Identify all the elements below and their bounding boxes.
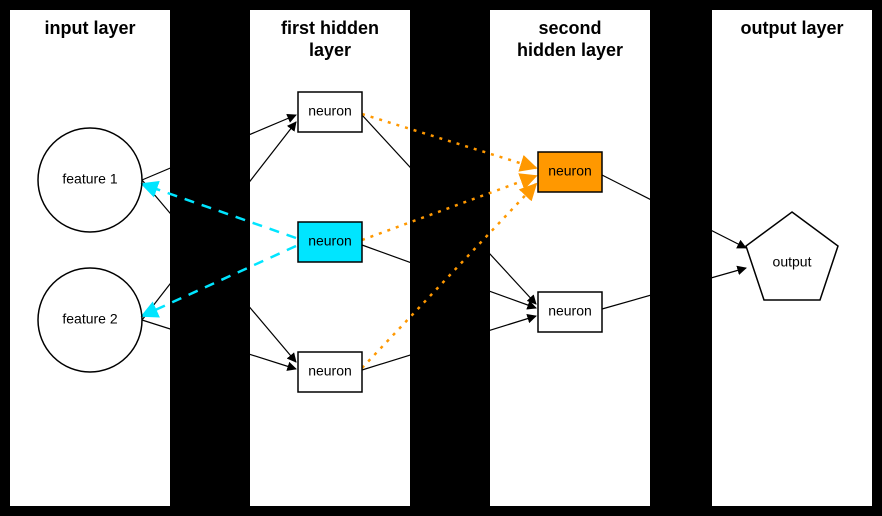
node-h2b: neuron [538,292,602,332]
label-h1a: neuron [308,103,352,119]
node-h1b: neuron [298,222,362,262]
panel-title-hidden1-l2: layer [309,40,351,60]
neural-network-diagram: input layer first hidden layer second hi… [0,0,882,516]
panel-title-hidden2-l1: second [538,18,601,38]
label-output: output [773,254,812,270]
label-h2a: neuron [548,163,592,179]
node-h1c: neuron [298,352,362,392]
label-h1b: neuron [308,233,352,249]
panel-title-output: output layer [740,18,843,38]
node-h2a: neuron [538,152,602,192]
edges [142,114,746,370]
panel-title-input: input layer [44,18,135,38]
panel-title-hidden1-l1: first hidden [281,18,379,38]
label-h1c: neuron [308,363,352,379]
label-feature-2: feature 2 [62,311,117,327]
panel-second-hidden-layer: second hidden layer [490,10,650,506]
label-feature-1: feature 1 [62,171,117,187]
label-h2b: neuron [548,303,592,319]
panel-input-layer: input layer [10,10,170,506]
panel-title-hidden2-l2: hidden layer [517,40,623,60]
node-h1a: neuron [298,92,362,132]
